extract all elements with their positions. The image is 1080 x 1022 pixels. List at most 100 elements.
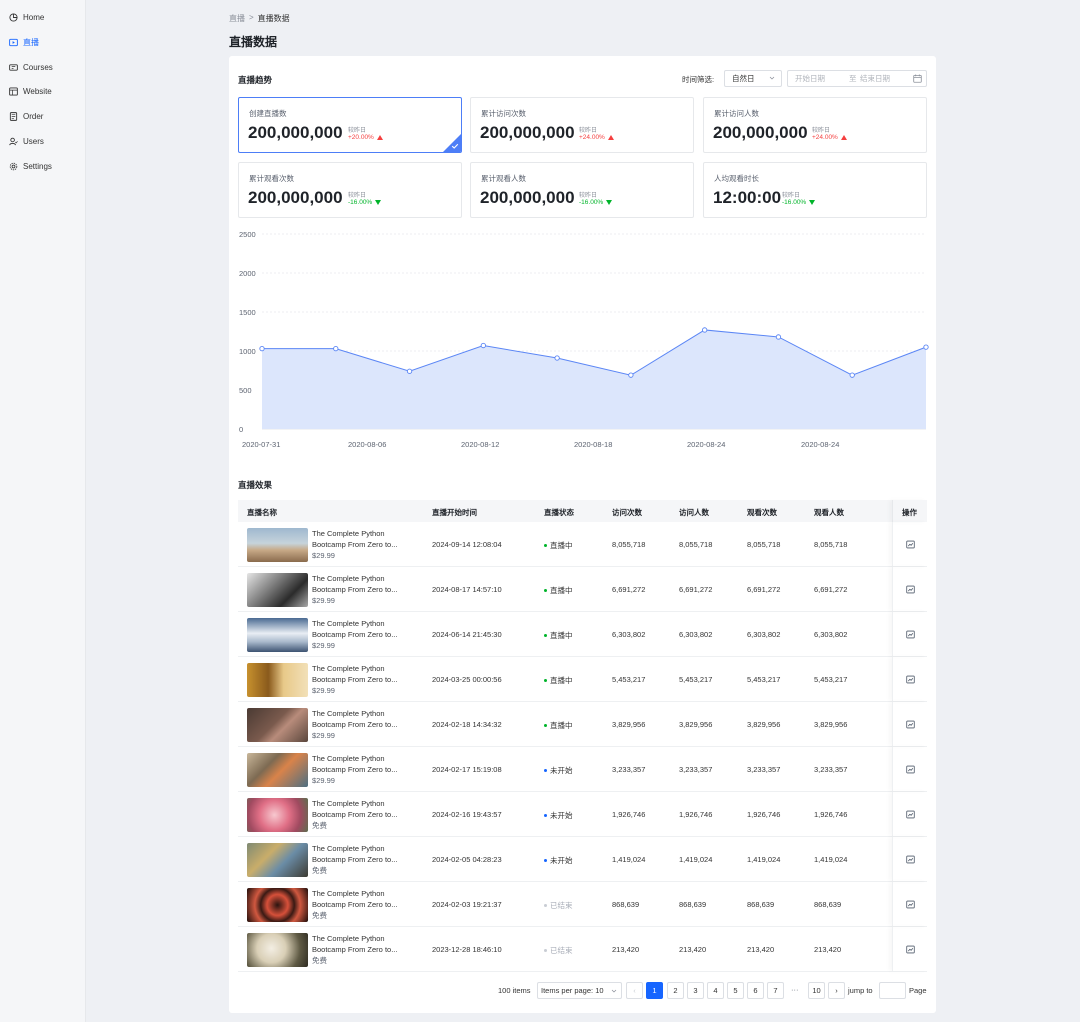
kpi-label: 创建直播数 bbox=[249, 109, 287, 118]
data-report-icon[interactable] bbox=[906, 945, 915, 954]
table-row[interactable]: The Complete Python Bootcamp From Zero to… bbox=[238, 702, 927, 747]
table-row[interactable]: The Complete Python Bootcamp From Zero to… bbox=[238, 747, 927, 792]
viewers-cell: 3,829,956 bbox=[814, 720, 848, 729]
course-price: $29.99 bbox=[312, 776, 335, 785]
kpi-card-visitor-count[interactable]: 累计访问人数 200,000,000 较昨日 +24.00% bbox=[703, 97, 927, 153]
column-header-status: 直播状态 bbox=[544, 508, 574, 517]
page-button-5[interactable]: 5 bbox=[727, 982, 744, 999]
data-report-icon[interactable] bbox=[906, 630, 915, 639]
kpi-card-viewer-count[interactable]: 累计观看人数 200,000,000 较昨日 -16.00% bbox=[470, 162, 694, 218]
data-report-icon[interactable] bbox=[906, 810, 915, 819]
viewers-cell: 3,233,357 bbox=[814, 765, 848, 774]
course-thumbnail bbox=[247, 663, 308, 697]
data-point bbox=[554, 355, 560, 361]
data-report-icon[interactable] bbox=[906, 675, 915, 684]
data-report-icon[interactable] bbox=[906, 585, 915, 594]
views-cell: 1,419,024 bbox=[747, 855, 781, 864]
views-cell: 3,829,956 bbox=[747, 720, 781, 729]
pagination-ellipsis[interactable]: ··· bbox=[791, 985, 799, 994]
column-header-start-time: 直播开始时间 bbox=[432, 508, 477, 517]
visitors-cell: 6,303,802 bbox=[679, 630, 713, 639]
table-row[interactable]: The Complete Python Bootcamp From Zero to… bbox=[238, 657, 927, 702]
table-row[interactable]: The Complete Python Bootcamp From Zero to… bbox=[238, 882, 927, 927]
status-dot bbox=[544, 859, 547, 862]
table-row[interactable]: The Complete Python Bootcamp From Zero to… bbox=[238, 792, 927, 837]
end-date-input[interactable]: 结束日期 bbox=[860, 74, 890, 83]
table-header: 直播名称 直播开始时间 直播状态 访问次数 访问人数 观看次数 观看人数 操作 bbox=[238, 500, 927, 522]
kpi-compare-label: 较昨日 bbox=[579, 128, 598, 134]
data-report-icon[interactable] bbox=[906, 540, 915, 549]
course-name-cell[interactable]: The Complete Python Bootcamp From Zero to… bbox=[312, 753, 412, 786]
data-report-icon[interactable] bbox=[906, 855, 915, 864]
course-name-cell[interactable]: The Complete Python Bootcamp From Zero to… bbox=[312, 843, 412, 876]
items-per-page-select[interactable]: Items per page: 10 bbox=[537, 982, 622, 999]
breadcrumb-root[interactable]: 直播 bbox=[229, 14, 245, 23]
start-date-input[interactable]: 开始日期 bbox=[795, 74, 825, 83]
course-name-cell[interactable]: The Complete Python Bootcamp From Zero to… bbox=[312, 888, 412, 921]
page-button-2[interactable]: 2 bbox=[667, 982, 684, 999]
table-row[interactable]: The Complete Python Bootcamp From Zero to… bbox=[238, 567, 927, 612]
page-button-1[interactable]: 1 bbox=[646, 982, 663, 999]
course-price: $29.99 bbox=[312, 551, 335, 560]
kpi-card-visit-count[interactable]: 累计访问次数 200,000,000 较昨日 +24.00% bbox=[470, 97, 694, 153]
trend-down-icon bbox=[809, 200, 816, 205]
course-name-cell[interactable]: The Complete Python Bootcamp From Zero to… bbox=[312, 528, 412, 561]
table-row[interactable]: The Complete Python Bootcamp From Zero to… bbox=[238, 612, 927, 657]
sidebar-item-website[interactable]: Website bbox=[9, 84, 52, 98]
period-select-value: 自然日 bbox=[732, 74, 755, 83]
course-thumbnail bbox=[247, 798, 308, 832]
kpi-card-avg-watch-time[interactable]: 人均观看时长 12:00:00 较昨日 -16.00% bbox=[703, 162, 927, 218]
table-row[interactable]: The Complete Python Bootcamp From Zero to… bbox=[238, 837, 927, 882]
status-badge: 未开始 bbox=[544, 810, 573, 821]
trend-down-icon bbox=[606, 200, 613, 205]
jump-to-label: jump to bbox=[848, 986, 873, 995]
data-report-icon[interactable] bbox=[906, 900, 915, 909]
status-dot bbox=[544, 634, 547, 637]
page-button-3[interactable]: 3 bbox=[687, 982, 704, 999]
jump-to-input[interactable] bbox=[879, 982, 906, 999]
sidebar-item-live[interactable]: 直播 bbox=[9, 35, 39, 49]
page-button-6[interactable]: 6 bbox=[747, 982, 764, 999]
course-thumbnail bbox=[247, 708, 308, 742]
sidebar-item-home[interactable]: Home bbox=[9, 10, 44, 24]
data-report-icon[interactable] bbox=[906, 765, 915, 774]
x-tick-label: 2020-08-18 bbox=[574, 440, 612, 449]
sidebar-item-settings[interactable]: Settings bbox=[9, 159, 52, 173]
x-tick-label: 2020-08-24 bbox=[801, 440, 839, 449]
visits-cell: 213,420 bbox=[612, 945, 640, 954]
sidebar-item-order[interactable]: Order bbox=[9, 109, 43, 123]
table-row[interactable]: The Complete Python Bootcamp From Zero to… bbox=[238, 927, 927, 972]
visits-cell: 3,829,956 bbox=[612, 720, 646, 729]
course-title-line2: Bootcamp From Zero to... bbox=[312, 675, 398, 684]
column-header-visitors: 访问人数 bbox=[679, 508, 709, 517]
page-button-10[interactable]: 10 bbox=[808, 982, 825, 999]
column-header-visits: 访问次数 bbox=[612, 508, 642, 517]
kpi-card-live-count[interactable]: 创建直播数 200,000,000 较昨日 +20.00% bbox=[238, 97, 462, 153]
column-header-views: 观看次数 bbox=[747, 508, 777, 517]
pagination-total: 100 items bbox=[498, 986, 531, 995]
kpi-card-watch-count[interactable]: 累计观看次数 200,000,000 较昨日 -16.00% bbox=[238, 162, 462, 218]
series-line bbox=[262, 329, 927, 376]
page-number: 6 bbox=[753, 986, 758, 995]
pagination-prev-button[interactable]: ‹ bbox=[626, 982, 643, 999]
period-select[interactable]: 自然日 bbox=[724, 70, 782, 87]
visitors-cell: 5,453,217 bbox=[679, 675, 713, 684]
table-row[interactable]: The Complete Python Bootcamp From Zero to… bbox=[238, 522, 927, 567]
course-name-cell[interactable]: The Complete Python Bootcamp From Zero to… bbox=[312, 933, 412, 966]
page-button-4[interactable]: 4 bbox=[707, 982, 724, 999]
data-report-icon[interactable] bbox=[906, 720, 915, 729]
course-name-cell[interactable]: The Complete Python Bootcamp From Zero to… bbox=[312, 573, 412, 606]
page-button-7[interactable]: 7 bbox=[767, 982, 784, 999]
course-name-cell[interactable]: The Complete Python Bootcamp From Zero to… bbox=[312, 798, 412, 831]
column-header-action: 操作 bbox=[902, 508, 917, 517]
pagination-next-button[interactable]: › bbox=[828, 982, 845, 999]
course-name-cell[interactable]: The Complete Python Bootcamp From Zero to… bbox=[312, 663, 412, 696]
course-name-cell[interactable]: The Complete Python Bootcamp From Zero to… bbox=[312, 708, 412, 741]
visits-cell: 8,055,718 bbox=[612, 540, 646, 549]
sidebar-item-users[interactable]: Users bbox=[9, 134, 44, 148]
sidebar-item-courses[interactable]: Courses bbox=[9, 60, 53, 74]
date-range-picker[interactable]: 开始日期 至 结束日期 bbox=[787, 70, 927, 87]
visits-cell: 3,233,357 bbox=[612, 765, 646, 774]
course-name-cell[interactable]: The Complete Python Bootcamp From Zero to… bbox=[312, 618, 412, 651]
status-dot bbox=[544, 724, 547, 727]
